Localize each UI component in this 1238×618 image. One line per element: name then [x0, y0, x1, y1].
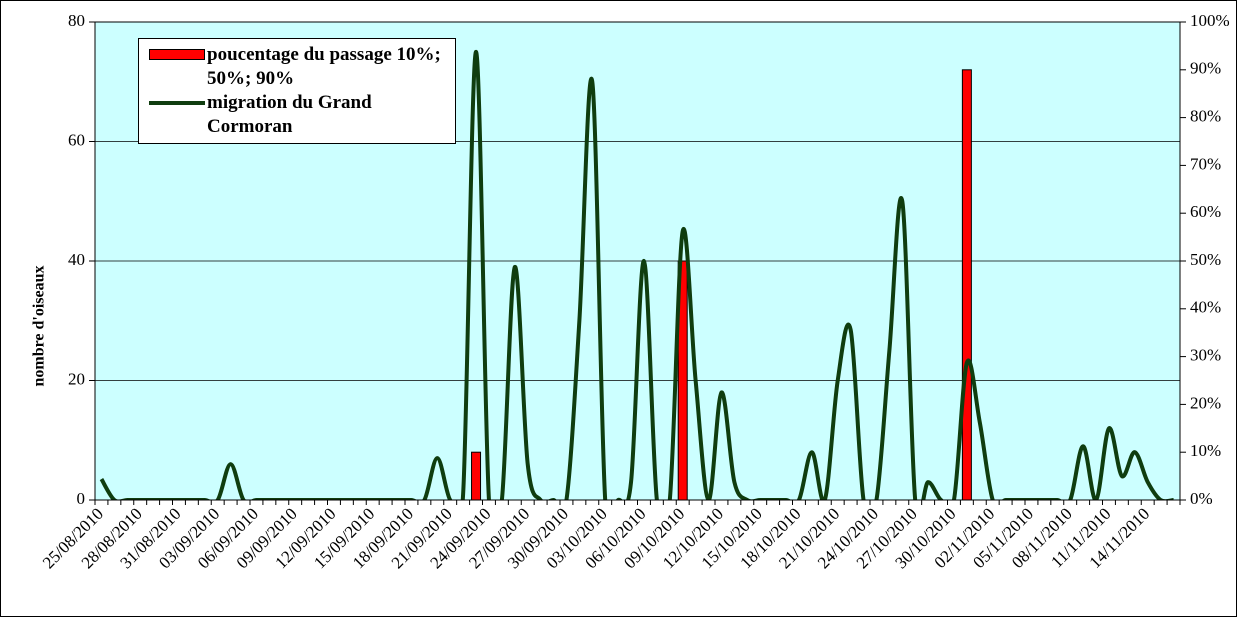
- y-tick-label: 40: [68, 250, 85, 269]
- y2-tick-label: 30%: [1190, 346, 1221, 365]
- y2-tick-label: 80%: [1190, 107, 1221, 126]
- y-tick-label: 60: [68, 130, 85, 149]
- legend-swatch: [149, 91, 205, 115]
- y2-tick-label: 10%: [1190, 441, 1221, 460]
- legend-entry: migration du Grand Cormoran: [139, 91, 455, 139]
- y-tick-label: 0: [77, 489, 86, 508]
- y2-tick-label: 20%: [1190, 393, 1221, 412]
- y2-tick-label: 90%: [1190, 59, 1221, 78]
- legend-swatch: [149, 43, 205, 67]
- bar: [471, 451, 482, 501]
- legend-marker: [149, 49, 205, 60]
- y2-tick-label: 50%: [1190, 250, 1221, 269]
- y2-tick-label: 100%: [1190, 11, 1230, 30]
- y-tick-label: 20: [68, 369, 85, 388]
- y2-tick-label: 60%: [1190, 202, 1221, 221]
- legend-marker: [149, 101, 205, 105]
- legend-entry: poucentage du passage 10%; 50%; 90%: [139, 43, 455, 91]
- y2-tick-label: 70%: [1190, 154, 1221, 173]
- legend-label: migration du Grand Cormoran: [207, 92, 372, 137]
- y2-tick-label: 40%: [1190, 298, 1221, 317]
- bar: [961, 69, 972, 501]
- y-tick-label: 80: [68, 11, 85, 30]
- line: [99, 49, 1174, 500]
- legend-label: poucentage du passage 10%; 50%; 90%: [207, 44, 441, 89]
- plot-border: [94, 21, 1181, 501]
- y2-tick-label: 0%: [1190, 489, 1213, 508]
- y-axis-title: nombre d'oiseaux: [31, 265, 48, 386]
- legend: poucentage du passage 10%; 50%; 90% migra…: [138, 38, 456, 144]
